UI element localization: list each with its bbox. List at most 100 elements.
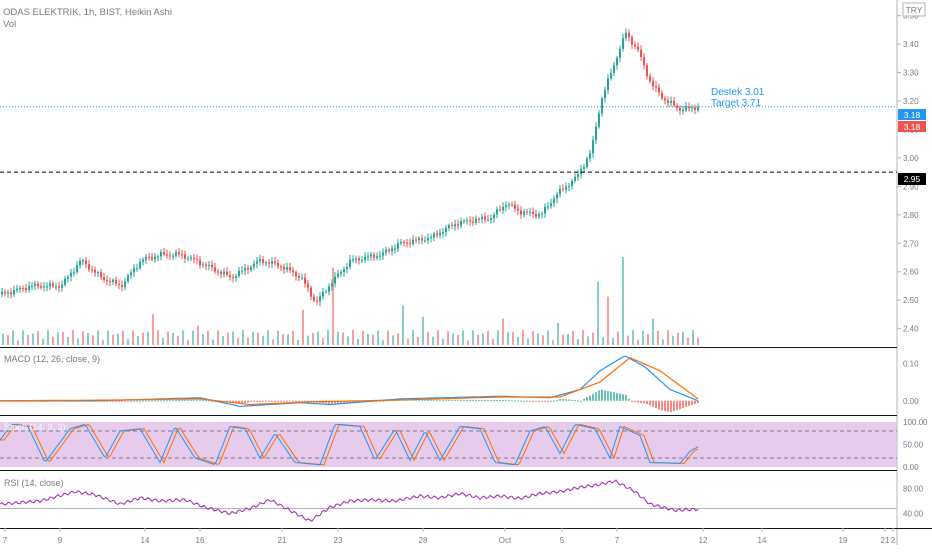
macd-histogram-bar [265,400,267,402]
candle-body [676,105,678,108]
candle-body [172,255,174,257]
volume-bar [27,334,29,345]
candle-body [559,188,561,195]
volume-bar [652,318,654,345]
macd-histogram-bar [430,399,432,401]
candle-body [355,258,357,260]
candle-body [400,241,402,244]
macd-histogram-bar [460,399,462,401]
candle-body [664,98,666,101]
macd-histogram-bar [268,400,270,402]
candle-body [376,256,378,258]
volume-bar [312,333,314,345]
candle-body [610,72,612,79]
volume-bar [42,338,44,345]
macd-histogram-bar [292,400,294,402]
candle-body [595,126,597,141]
volume-bar [417,336,419,345]
macd-histogram-bar [241,400,243,404]
volume-bar [357,339,359,345]
macd-histogram-bar [271,400,273,402]
macd-histogram-bar [427,399,429,401]
candle-body [16,288,18,291]
candle-body [466,220,468,222]
volume-bar [542,335,544,345]
macd-histogram-bar [190,399,192,401]
volume-bar [682,331,684,345]
candle-body [565,186,567,190]
volume-bar [232,331,234,345]
volume-bar [247,337,249,345]
candle-body [496,209,498,215]
macd-histogram-bar [499,399,501,401]
volume-bar [587,336,589,345]
volume-bar [352,330,354,345]
macd-histogram-bar [160,400,162,402]
candle-body [238,270,240,277]
macd-histogram-bar [550,400,552,402]
macd-histogram-bar [244,400,246,404]
volume-bar [622,257,624,345]
candle-body [265,262,267,264]
candle-body [250,266,252,271]
candle-body [313,296,315,301]
candle-body [634,44,636,47]
volume-bar [427,332,429,345]
candle-body [403,241,405,243]
macd-histogram-bar [178,399,180,401]
candle-body [166,254,168,256]
candle-body [211,264,213,268]
candle-body [589,153,591,159]
candle-body [442,232,444,234]
candle-body [685,106,687,110]
candle-body [73,272,75,274]
volume-bar [522,330,524,345]
candle-body [331,283,333,287]
candle-body [553,198,555,203]
macd-histogram-bar [259,400,261,402]
candle-body [574,176,576,181]
candle-body [28,286,30,291]
candle-body [277,263,279,267]
macd-histogram-bar [613,392,615,401]
candle-body [580,169,582,174]
candle-body [499,209,501,211]
macd-histogram-bar [145,400,147,402]
time-tick-label: 14 [758,536,767,545]
candle-body [88,264,90,270]
macd-histogram-bar [295,400,297,402]
candle-body [619,48,621,58]
macd-histogram-bar [496,399,498,401]
time-tick-label: 2 [891,536,896,545]
volume-bar [592,332,594,345]
candle-body [91,269,93,271]
macd-pane: 0.10 0.00 [0,355,919,413]
macd-histogram-bar [484,399,486,401]
candle-body [37,283,39,287]
candle-body [688,106,690,109]
axis-ticks: 3.503.403.303.203.103.002.902.802.702.60… [3,12,919,545]
price-tick-label: 2.40 [903,325,919,334]
macd-histogram-bar [535,400,537,402]
candle-body [625,32,627,39]
candle-body [151,257,153,260]
price-tick-label: 3.40 [903,40,919,49]
macd-histogram-bar [148,400,150,402]
macd-histogram-bar [595,392,597,401]
candle-body [244,268,246,271]
volume-bar [182,330,184,345]
volume-bar [207,330,209,345]
macd-histogram-bar [331,400,333,404]
macd-histogram-bar [610,391,612,401]
candle-body [307,283,309,288]
macd-histogram-bar [349,400,351,403]
candle-body [352,259,354,261]
macd-histogram-bar [661,400,663,411]
macd-histogram-bar [199,399,201,401]
macd-histogram-bar [655,400,657,409]
candle-body [637,46,639,50]
currency-box[interactable] [902,2,926,17]
candle-body [337,273,339,277]
